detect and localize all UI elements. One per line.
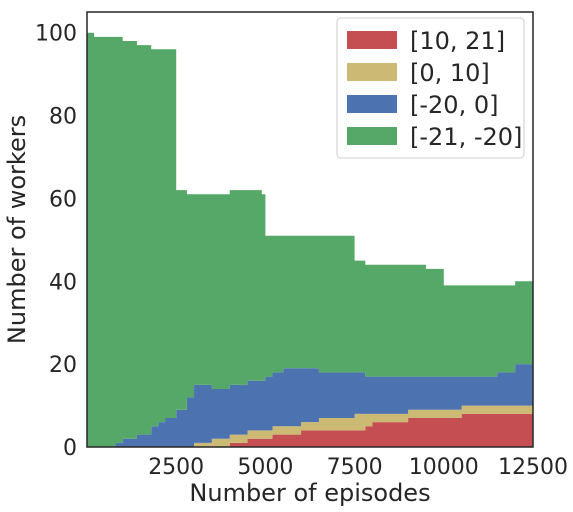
chart-series-areas	[87, 32, 533, 447]
y-tick-label: 80	[49, 105, 77, 130]
series-area-0	[87, 413, 533, 447]
x-tick-label: 10000	[409, 455, 479, 480]
legend-label: [10, 21]	[410, 27, 505, 55]
series-area-1	[87, 405, 533, 447]
plot-frame	[86, 11, 534, 448]
x-tick-label: 5000	[237, 455, 293, 480]
legend-swatch	[347, 31, 397, 49]
legend-label: [-21, -20]	[410, 123, 522, 151]
y-axis-ticks: 0 20 40 60 80 100	[35, 22, 77, 461]
x-tick-label: 2500	[148, 455, 204, 480]
y-tick-label: 0	[63, 436, 77, 461]
legend-label: [-20, 0]	[410, 91, 498, 119]
chart-legend: [10, 21] [0, 10] [-20, 0] [-21, -20]	[336, 17, 525, 159]
legend-swatch	[347, 127, 397, 145]
y-tick-label: 100	[35, 22, 77, 47]
legend-box	[336, 17, 525, 159]
x-axis-ticks: 2500 5000 7500 10000 12500	[148, 455, 568, 480]
y-tick-label: 40	[49, 270, 77, 295]
legend-swatch	[347, 63, 397, 81]
x-tick-label: 12500	[498, 455, 568, 480]
y-tick-label: 60	[49, 187, 77, 212]
x-tick-label: 7500	[327, 455, 383, 480]
legend-swatch	[347, 95, 397, 113]
series-area-3	[87, 32, 533, 447]
x-axis-label: Number of episodes	[189, 479, 430, 507]
legend-label: [0, 10]	[410, 59, 490, 87]
y-axis-label: Number of workers	[3, 115, 31, 344]
y-tick-label: 20	[49, 353, 77, 378]
